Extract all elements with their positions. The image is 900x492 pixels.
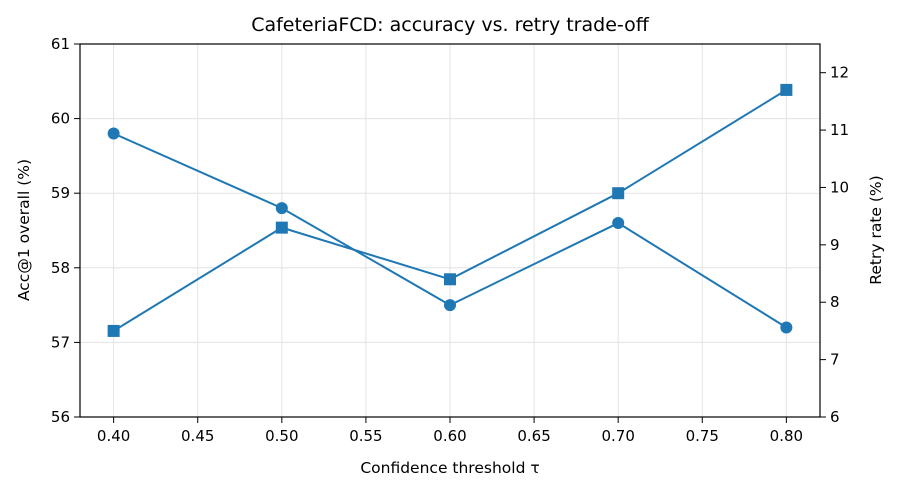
x-tick-label: 0.70 [601, 427, 634, 445]
data-point-accuracy [780, 321, 793, 334]
x-tick-label: 0.80 [770, 427, 803, 445]
y-right-tick-label: 11 [830, 121, 849, 139]
data-point-accuracy [612, 217, 625, 230]
grid [80, 43, 820, 418]
y-axis-right: 6 7 8 9 10 11 12 [820, 64, 849, 426]
x-tick-label: 0.75 [686, 427, 719, 445]
y-left-tick-label: 56 [51, 408, 70, 426]
x-tick-label: 0.50 [265, 427, 298, 445]
data-point-retry-rate [107, 324, 120, 337]
y-axis-left: 56 57 58 59 60 61 [51, 35, 80, 426]
y-right-tick-label: 6 [830, 408, 840, 426]
y-right-tick-label: 9 [830, 236, 840, 254]
x-tick-label: 0.65 [517, 427, 550, 445]
data-point-retry-rate [444, 273, 456, 286]
data-point-accuracy [444, 299, 456, 312]
y-axis-left-title: Acc@1 overall (%) [15, 159, 33, 301]
y-right-tick-label: 10 [830, 178, 849, 196]
y-right-tick-label: 7 [830, 351, 840, 369]
y-right-tick-label: 8 [830, 293, 840, 311]
y-left-tick-label: 61 [51, 35, 70, 53]
y-left-tick-label: 58 [51, 259, 70, 277]
data-point-retry-rate [275, 221, 288, 234]
x-tick-label: 0.40 [97, 427, 130, 445]
x-tick-label: 0.45 [181, 427, 214, 445]
y-left-tick-label: 57 [51, 333, 70, 351]
y-axis-right-title: Retry rate (%) [867, 175, 885, 284]
data-point-accuracy [107, 127, 120, 140]
series-layer [107, 83, 793, 337]
data-point-retry-rate [612, 187, 625, 200]
y-left-tick-label: 59 [51, 184, 70, 202]
y-right-tick-label: 12 [830, 64, 849, 82]
data-point-accuracy [275, 202, 288, 215]
x-axis-title: Confidence threshold τ [360, 459, 539, 477]
chart-title: CafeteriaFCD: accuracy vs. retry trade-o… [251, 14, 650, 36]
x-tick-label: 0.60 [433, 427, 466, 445]
y-left-tick-label: 60 [51, 110, 70, 128]
x-tick-label: 0.55 [349, 427, 382, 445]
data-point-retry-rate [780, 83, 793, 96]
x-axis: 0.40 0.45 0.50 0.55 0.60 0.65 0.70 0.75 0.80 [97, 417, 803, 445]
